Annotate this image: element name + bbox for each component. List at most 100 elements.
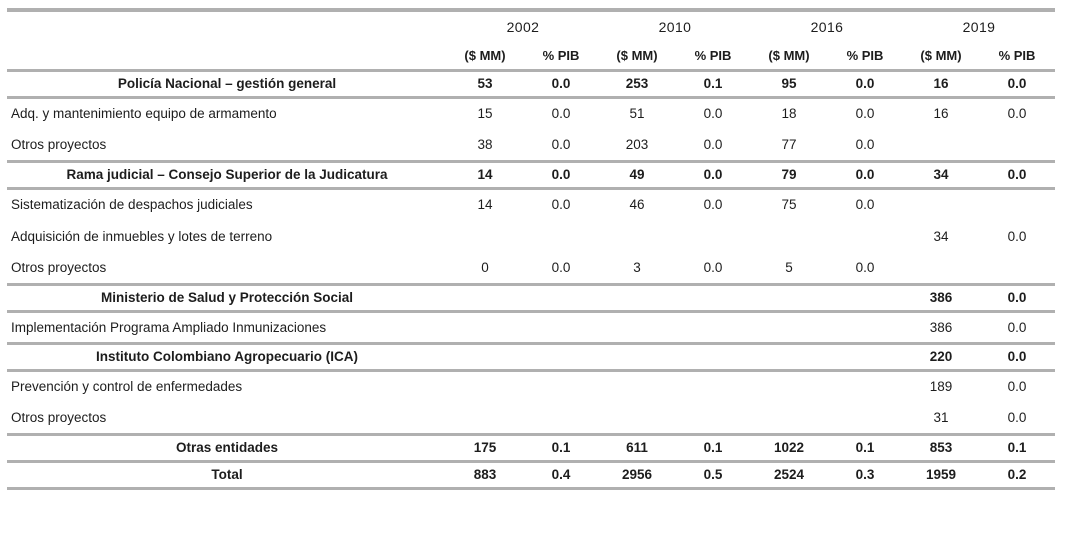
value-cell [751,284,827,311]
year-header-2016: 2016 [810,19,844,35]
value-cell [447,220,523,252]
value-cell [523,370,599,402]
value-cell: 0.0 [855,197,875,213]
value-cell: 53 [477,76,493,91]
value-cell [827,284,903,311]
value-cell: 0.0 [703,136,723,152]
value-cell [979,252,1055,284]
subheader-pib: % PIB [998,47,1036,63]
value-cell: 0.0 [551,76,571,91]
value-cell: 0.0 [855,259,875,275]
section-row: Total 883 0.4 2956 0.5 2524 0.3 1959 0.2 [7,461,1055,488]
year-header-2019: 2019 [962,19,996,35]
section-row: Ministerio de Salud y Protección Social 3… [7,284,1055,311]
table-row: Adquisición de inmuebles y lotes de terr… [7,220,1055,252]
value-cell [523,402,599,434]
value-cell [599,220,675,252]
value-cell [523,311,599,343]
value-cell [599,343,675,370]
value-cell [903,188,979,220]
subheader-amount: ($ MM) [768,47,810,63]
row-label: Otras entidades [175,440,279,455]
value-cell: 0.0 [855,76,875,91]
value-cell: 16 [933,76,949,91]
value-cell: 49 [629,167,645,182]
subheader-pib: % PIB [694,47,732,63]
value-cell: 31 [933,409,949,425]
subheader-pib: % PIB [542,47,580,63]
section-row: Policía Nacional – gestión general 53 0.0 2… [7,70,1055,97]
row-label: Adq. y mantenimiento equipo de armamento [11,106,277,122]
value-cell: 1022 [773,440,805,455]
value-cell: 0.0 [1007,319,1027,335]
table-row: Otros proyectos 0 0.0 3 0.0 5 0.0 [7,252,1055,284]
value-cell: 16 [933,106,949,122]
table-row: Adq. y mantenimiento equipo de armamento… [7,97,1055,129]
subheader-pib: % PIB [846,47,884,63]
value-cell: 0.0 [703,167,723,182]
row-label: Adquisición de inmuebles y lotes de terr… [11,228,273,244]
table-row: Implementación Programa Ampliado Inmuniz… [7,311,1055,343]
value-cell: 14 [477,197,493,213]
value-cell: 14 [477,167,493,182]
value-cell: 0.0 [1007,349,1027,364]
year-header-2002: 2002 [506,19,540,35]
value-cell: 0.2 [1007,467,1027,482]
value-cell [599,370,675,402]
value-cell: 175 [473,440,497,455]
value-cell [599,311,675,343]
value-cell: 0.0 [1007,76,1027,91]
table-row: Sistematización de despachos judiciales 1… [7,188,1055,220]
value-cell [903,252,979,284]
value-cell [979,188,1055,220]
value-cell [599,284,675,311]
value-cell: 0.0 [551,197,571,213]
value-cell [599,402,675,434]
value-cell [447,284,523,311]
value-cell: 3 [633,259,641,275]
value-cell: 0 [481,259,489,275]
value-cell: 34 [933,167,949,182]
year-header-row: 2002 2010 2016 2019 [7,10,1055,42]
row-label: Prevención y control de enfermedades [11,379,243,395]
row-label: Sistematización de despachos judiciales [11,197,253,213]
value-cell [827,220,903,252]
value-cell [827,402,903,434]
value-cell: 0.0 [855,136,875,152]
subheader-amount: ($ MM) [920,47,962,63]
value-cell [447,402,523,434]
value-cell: 0.0 [551,167,571,182]
value-cell: 38 [477,136,493,152]
value-cell: 0.0 [703,259,723,275]
value-cell: 386 [929,319,953,335]
value-cell: 0.0 [1007,409,1027,425]
value-cell [827,311,903,343]
value-cell: 34 [933,228,949,244]
value-cell [675,220,751,252]
value-cell: 853 [929,440,953,455]
value-cell [827,370,903,402]
value-cell: 220 [929,349,953,364]
table-row: Otros proyectos 38 0.0 203 0.0 77 0.0 [7,129,1055,161]
value-cell: 0.0 [551,136,571,152]
value-cell: 0.0 [855,167,875,182]
value-cell: 0.1 [703,76,723,91]
value-cell: 0.0 [1007,167,1027,182]
value-cell: 95 [781,76,797,91]
value-cell: 0.0 [551,106,571,122]
section-row: Otras entidades 175 0.1 611 0.1 1022 0.1 853 0.1 [7,434,1055,461]
value-cell [675,370,751,402]
value-cell [827,343,903,370]
value-cell: 0.1 [1007,440,1027,455]
subheader-amount: ($ MM) [464,47,506,63]
table-row: Prevención y control de enfermedades 189 0… [7,370,1055,402]
value-cell [447,370,523,402]
value-cell: 51 [629,106,645,122]
label-column-header [7,10,447,42]
value-cell [447,343,523,370]
value-cell: 0.0 [703,106,723,122]
value-cell: 386 [929,290,953,305]
value-cell: 0.0 [1007,379,1027,395]
value-cell: 0.0 [551,259,571,275]
value-cell: 77 [781,136,797,152]
